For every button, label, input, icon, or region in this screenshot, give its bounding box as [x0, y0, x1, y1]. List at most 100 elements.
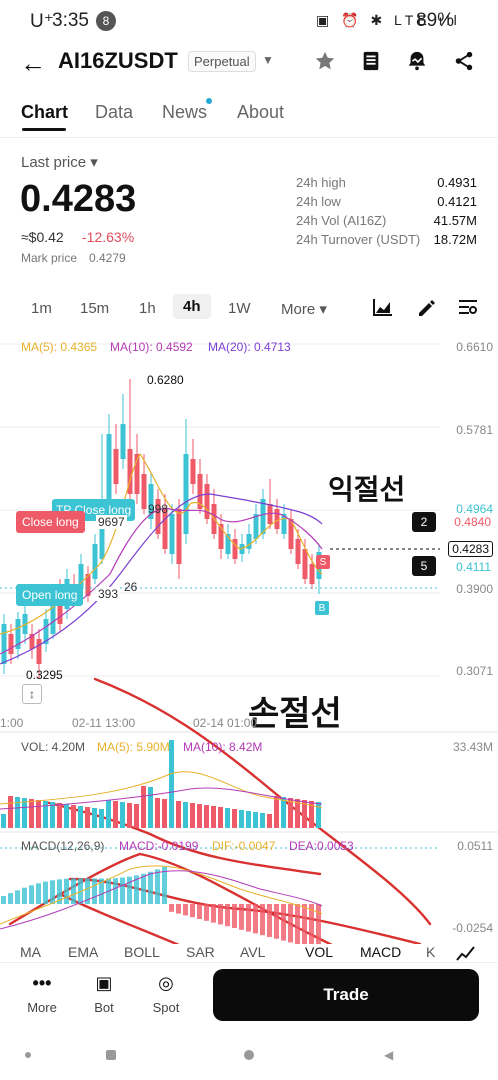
more-button[interactable]: ••• More [17, 973, 67, 1015]
current-price-tag: 0.4283 [448, 541, 493, 557]
share-icon[interactable] [451, 48, 477, 74]
stat-value-high: 0.4931 [437, 175, 477, 190]
macd-bar [302, 904, 307, 946]
macd-bar [267, 904, 272, 937]
volume-bar [197, 804, 202, 828]
volume-bar [204, 805, 209, 828]
macd-bar [309, 904, 314, 948]
orderbook-icon[interactable] [358, 48, 384, 74]
indicator-boll[interactable]: BOLL [124, 944, 160, 960]
candle-body [309, 564, 315, 584]
news-unread-dot [206, 98, 212, 104]
nav-recent-icon[interactable] [25, 1052, 31, 1058]
candle-body [22, 614, 28, 634]
indicator-avl[interactable]: AVL [240, 944, 266, 960]
buy-marker[interactable]: B [315, 601, 329, 615]
candle-body [232, 539, 238, 559]
chart-settings-icon[interactable] [458, 298, 478, 321]
interval-1w[interactable]: 1W [228, 300, 251, 317]
macd-bar [281, 904, 286, 941]
nav-back-icon[interactable]: ◀ [384, 1048, 394, 1062]
tab-news[interactable]: News [162, 102, 208, 122]
last-price-dropdown[interactable]: Last price ▾ [21, 154, 98, 171]
macd-legend: MACD(12,26,9) [21, 839, 105, 853]
sell-marker[interactable]: S [316, 555, 330, 569]
indicator-k[interactable]: K [426, 944, 436, 960]
volume-bar [281, 797, 286, 828]
vol-ma10-line [0, 787, 323, 810]
chart-type-icon[interactable] [373, 298, 393, 321]
macd-bar [253, 904, 258, 934]
back-arrow-icon[interactable]: ← [20, 48, 46, 78]
volume-bar [29, 799, 34, 828]
price-alert-icon[interactable] [404, 48, 430, 74]
carrier-label: U⁺ [30, 11, 54, 32]
macd-bar [113, 878, 118, 904]
mark-price-label: Mark price [21, 251, 78, 265]
volume-bar [232, 809, 237, 828]
interval-15m[interactable]: 15m [80, 300, 110, 317]
spot-button[interactable]: ◎ Spot [141, 973, 191, 1015]
close-long-tag[interactable]: Close long [16, 511, 85, 533]
pair-dropdown-icon[interactable]: ▼ [262, 53, 274, 67]
nav-home-icon[interactable] [244, 1050, 254, 1060]
candle-body [92, 544, 98, 579]
interval-more[interactable]: More ▾ [281, 301, 327, 318]
indicator-settings-icon[interactable] [456, 944, 476, 962]
trade-button[interactable]: Trade [213, 969, 479, 1021]
volume-bar [43, 801, 48, 828]
candle-body [134, 454, 140, 494]
stat-label-turnover: 24h Turnover (USDT) [296, 232, 421, 247]
interval-1h[interactable]: 1h [139, 300, 156, 317]
volume-bar [253, 812, 258, 828]
tab-data[interactable]: Data [95, 102, 134, 122]
macd-bar [43, 881, 48, 904]
volume-bar [57, 803, 62, 828]
draw-tool-icon[interactable] [416, 296, 438, 323]
y-tick-2: 0.5781 [456, 423, 493, 437]
macd-bar [120, 877, 125, 904]
drag-handle-icon[interactable]: ↕ [22, 684, 42, 704]
dea-line [0, 870, 323, 930]
stop-loss-annotation: 손절선 [248, 694, 342, 734]
tab-chart[interactable]: Chart [21, 102, 69, 122]
pair-title[interactable]: AI16ZUSDT [58, 48, 178, 73]
more-dots-icon: ••• [32, 973, 52, 993]
bottom-action-bar: ••• More ▣ Bot ◎ Spot Trade [0, 962, 498, 1032]
macd-bar [183, 904, 188, 916]
open-price-fragment: 26 [124, 580, 138, 594]
kline-chart[interactable]: MA(5): 0.4365 MA(10): 0.4592 MA(20): 0.4… [0, 334, 498, 1051]
tab-about[interactable]: About [237, 102, 285, 122]
indicator-ema[interactable]: EMA [68, 944, 99, 960]
spot-coins-icon: ◎ [158, 973, 174, 993]
macd-value: MACD:-0.0199 [119, 839, 199, 853]
indicator-ma[interactable]: MA [20, 944, 41, 960]
open-long-tag[interactable]: Open long [16, 584, 84, 606]
vol-legend: VOL: 4.20M [21, 740, 86, 754]
star-icon[interactable] [312, 48, 338, 74]
macd-bar [246, 904, 251, 932]
volume-bar [15, 797, 20, 828]
candle-body [169, 514, 175, 554]
macd-bar [92, 878, 97, 904]
close-long-qty: 9697 [96, 515, 127, 529]
candle-body [99, 504, 105, 559]
y-tick-4: 0.4840 [452, 515, 493, 529]
macd-bar [239, 904, 244, 930]
candle-body [50, 594, 56, 634]
position-badge-5[interactable]: 5 [412, 556, 436, 576]
take-profit-annotation: 익절선 [328, 473, 406, 506]
nav-square-icon[interactable] [106, 1050, 116, 1060]
indicator-vol[interactable]: VOL [305, 944, 334, 960]
interval-1m[interactable]: 1m [31, 300, 52, 317]
spot-label: Spot [152, 1000, 180, 1015]
interval-4h[interactable]: 4h [173, 294, 211, 319]
indicator-sar[interactable]: SAR [186, 944, 215, 960]
bot-button[interactable]: ▣ Bot [79, 973, 129, 1015]
macd-bar [15, 890, 20, 904]
position-badge-2[interactable]: 2 [412, 512, 436, 532]
indicator-macd[interactable]: MACD [360, 944, 402, 960]
open-long-label: Open long [22, 588, 78, 602]
vol-axis-max: 33.43M [452, 740, 493, 754]
open-long-qty: 393 [96, 587, 121, 601]
